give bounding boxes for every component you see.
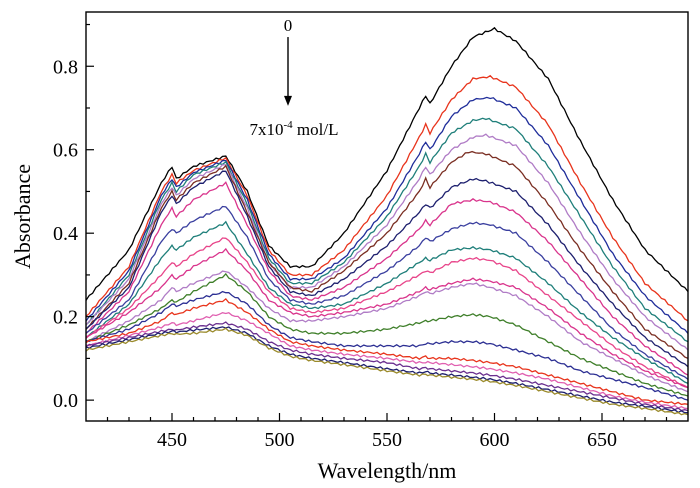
series-line-17 [85,311,689,410]
series-line-8 [85,181,689,376]
series-line-11 [85,237,689,389]
x-axis-ticks: 450 500 550 600 650 [106,413,668,451]
series-line-10 [85,220,689,384]
end-label-exponent: -4 [284,119,294,131]
y-axis-title: Absorbance [10,164,35,269]
series-line-9 [85,205,689,380]
series-line-19 [85,326,688,414]
series-layer [85,26,689,416]
y-tick-label: 0.2 [53,307,78,329]
end-label-prefix: 7x10 [250,120,284,139]
end-concentration-label: 7x10-4 mol/L [250,119,339,139]
concentration-annotation: 0 7x10-4 mol/L [250,16,339,139]
series-line-13 [85,270,689,393]
series-line-20 [85,327,689,416]
y-tick-label: 0.4 [53,223,78,245]
x-tick-label: 450 [157,429,187,451]
y-tick-label: 0.8 [53,56,78,78]
series-line-7 [85,170,689,368]
arrow-down-icon [284,95,292,106]
x-tick-label: 550 [372,429,402,451]
series-line-15 [85,290,689,401]
series-line-12 [85,247,689,389]
x-tick-label: 650 [587,429,617,451]
y-axis-ticks: 0.0 0.2 0.4 0.6 0.8 [53,23,94,412]
series-line-5 [85,133,689,351]
x-axis-title: Wavelength/nm [318,458,457,483]
y-tick-label: 0.0 [53,390,78,412]
series-line-2 [85,74,689,322]
start-concentration-label: 0 [284,16,293,35]
series-line-14 [85,272,689,397]
series-line-16 [85,297,689,406]
series-line-18 [85,321,689,412]
series-line-4 [85,117,689,343]
y-tick-label: 0.6 [53,140,78,162]
series-line-1 [85,26,689,301]
end-label-suffix: mol/L [293,120,339,139]
series-line-6 [85,150,689,359]
x-tick-label: 500 [265,429,295,451]
x-tick-label: 600 [480,429,510,451]
series-line-3 [85,96,689,334]
